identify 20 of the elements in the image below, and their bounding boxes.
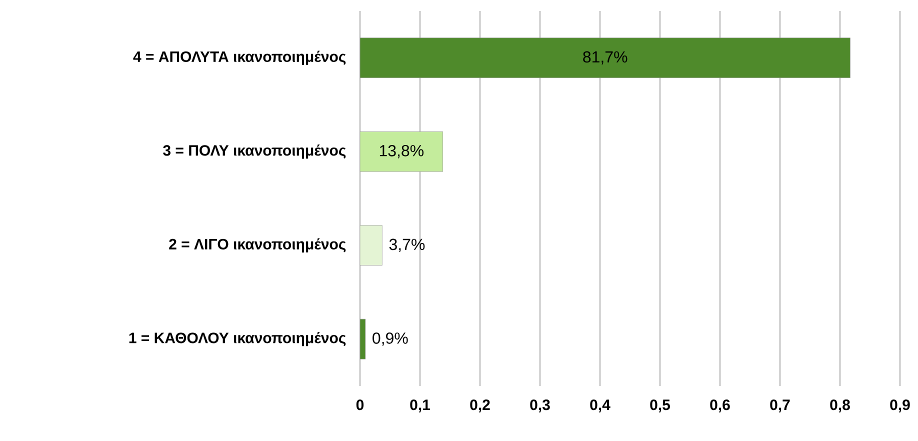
y-tick-label: 3 = ΠΟΛΥ ικανοποιημένος (163, 144, 346, 159)
data-label: 0,9% (372, 332, 408, 346)
x-tick-label: 0,2 (470, 400, 490, 412)
y-tick-label: 4 = ΑΠΟΛΥΤΑ ικανοποιημένος (133, 50, 346, 65)
x-tick-label: 0,4 (590, 400, 610, 412)
y-tick-label: 1 = ΚΑΘΟΛΟΥ ικανοποιημένος (129, 332, 346, 346)
y-tick-label: 2 = ΛΙΓΟ ικανοποιημένος (169, 238, 346, 252)
x-tick-label: 0,7 (770, 400, 790, 412)
x-tick-label: 0,6 (710, 400, 730, 412)
x-tick-label: 0,1 (410, 400, 430, 412)
x-tick-label: 0,8 (830, 400, 850, 412)
x-tick-label: 0,9 (890, 400, 910, 412)
x-tick-label: 0,3 (530, 400, 550, 412)
data-label: 81,7% (583, 51, 628, 64)
x-tick-label: 0,5 (650, 400, 670, 412)
bar (360, 38, 850, 78)
data-label: 3,7% (389, 238, 425, 252)
x-tick-label: 0 (356, 400, 364, 410)
data-label: 13,8% (380, 145, 424, 158)
bar (360, 225, 382, 266)
